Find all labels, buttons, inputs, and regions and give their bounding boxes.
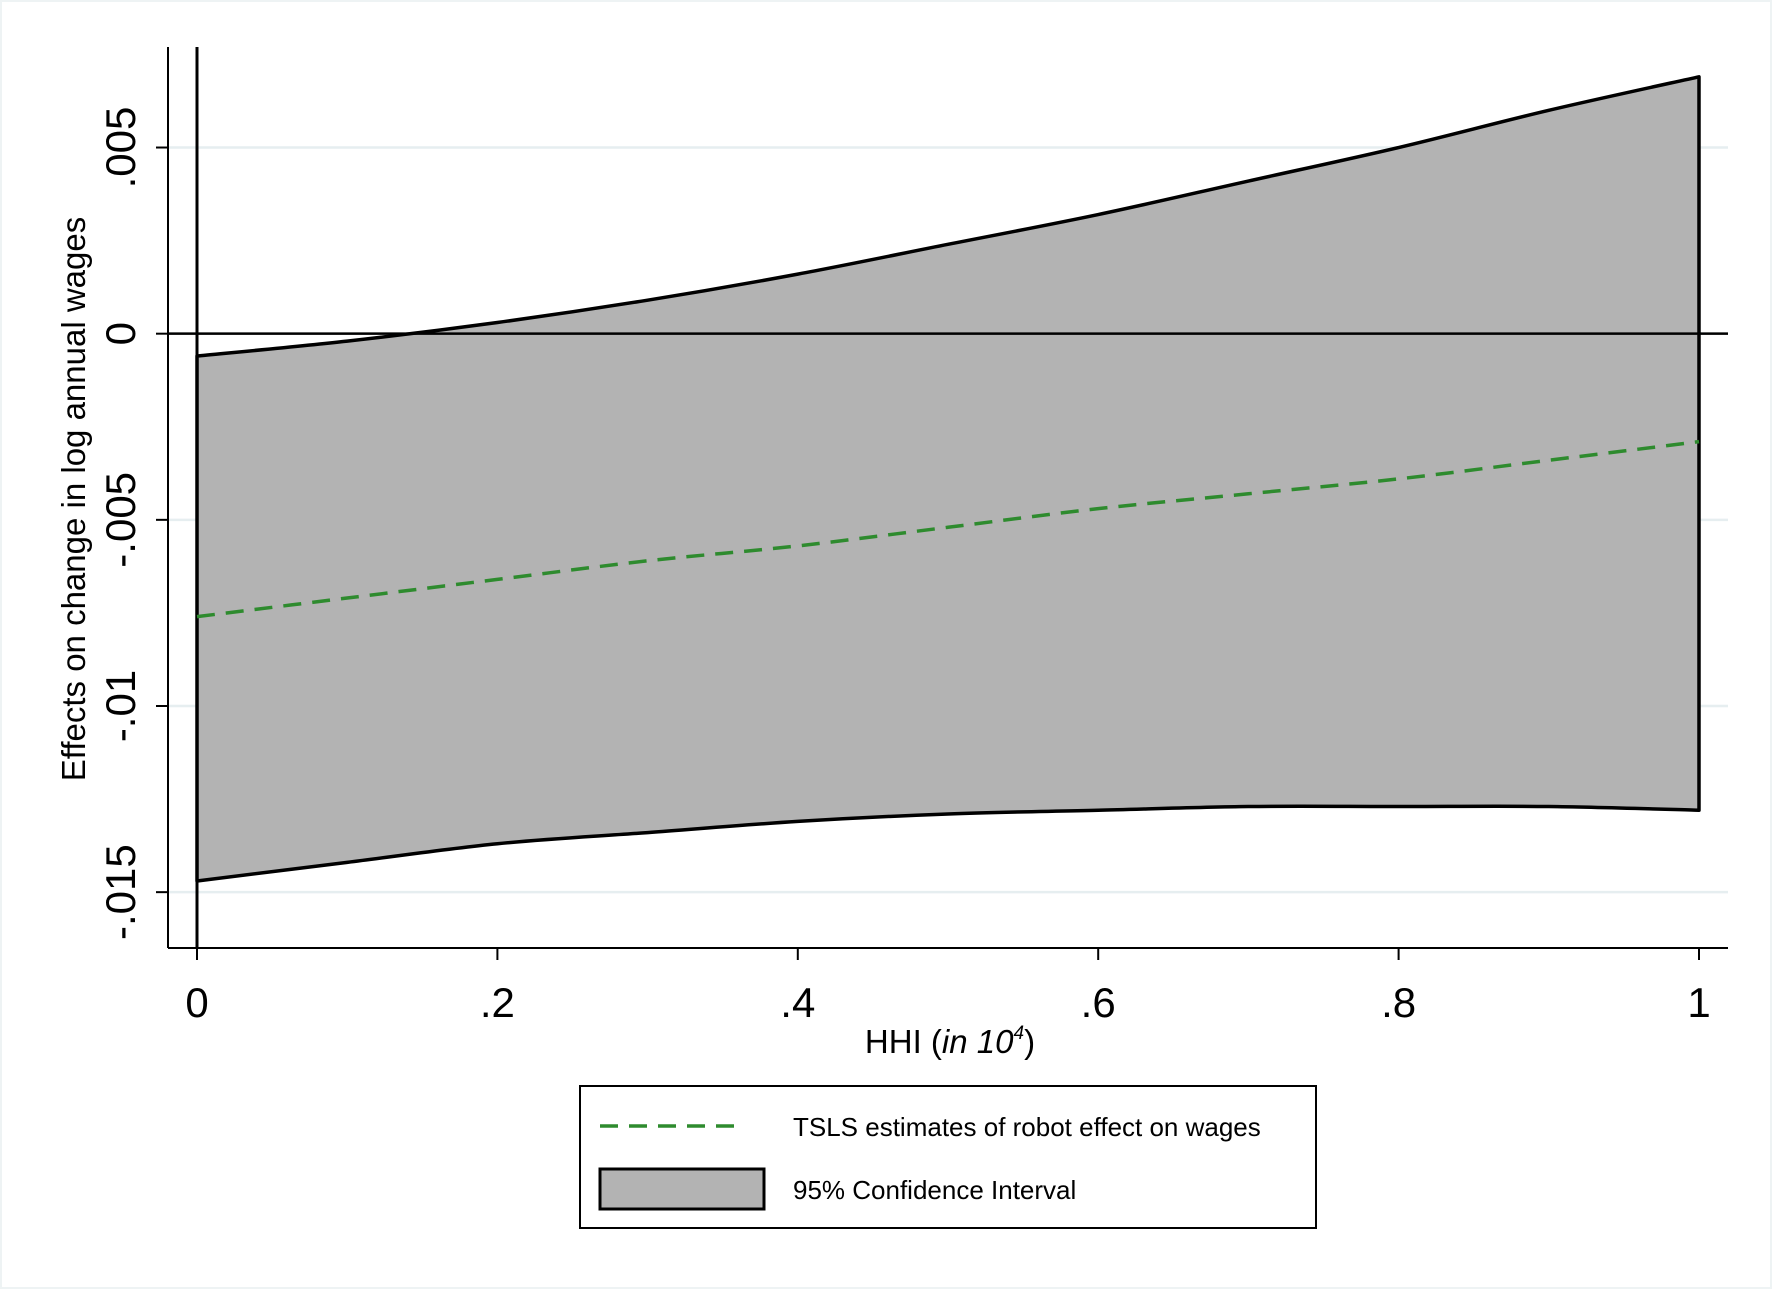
reference-lines: [168, 47, 1728, 948]
estimate-line: [196, 439, 1700, 619]
estimate-line-layer: [196, 439, 1700, 619]
x-tick-label-3: .6: [1081, 979, 1116, 1026]
x-axis-title-superscript: 4: [1013, 1023, 1024, 1044]
x-tick-label-1: .2: [480, 979, 515, 1026]
x-axis-title-prefix: HHI (: [865, 1023, 942, 1060]
confidence-band: [195, 75, 1701, 883]
legend-label-confidence-interval: 95% Confidence Interval: [793, 1175, 1076, 1205]
x-tick-label-4: .8: [1381, 979, 1416, 1026]
y-tick-labels: -.015 -.01 -.005 0 .005: [97, 107, 144, 940]
y-tick-label-4: .005: [97, 107, 144, 189]
x-axis-title-suffix: ): [1024, 1023, 1035, 1060]
y-tick-label-1: -.01: [97, 670, 144, 742]
y-tick-label-0: -.015: [97, 844, 144, 940]
x-tick-label-5: 1: [1687, 979, 1710, 1026]
legend-label-estimate: TSLS estimates of robot effect on wages: [793, 1112, 1261, 1142]
y-tick-label-3: 0: [97, 322, 144, 345]
x-axis-title: HHI (in 104): [865, 1023, 1035, 1060]
axes: [156, 47, 1728, 960]
x-axis-title-italic: in 10: [942, 1023, 1014, 1060]
y-axis-title: Effects on change in log annual wages: [55, 217, 92, 781]
x-tick-labels: 0 .2 .4 .6 .8 1: [185, 979, 1710, 1026]
legend: TSLS estimates of robot effect on wages …: [579, 1085, 1317, 1229]
y-tick-label-2: -.005: [97, 472, 144, 568]
confidence-band-layer: [195, 75, 1701, 883]
x-tick-label-2: .4: [780, 979, 815, 1026]
x-tick-label-0: 0: [185, 979, 208, 1026]
legend-key-confidence-band: [598, 1167, 766, 1211]
